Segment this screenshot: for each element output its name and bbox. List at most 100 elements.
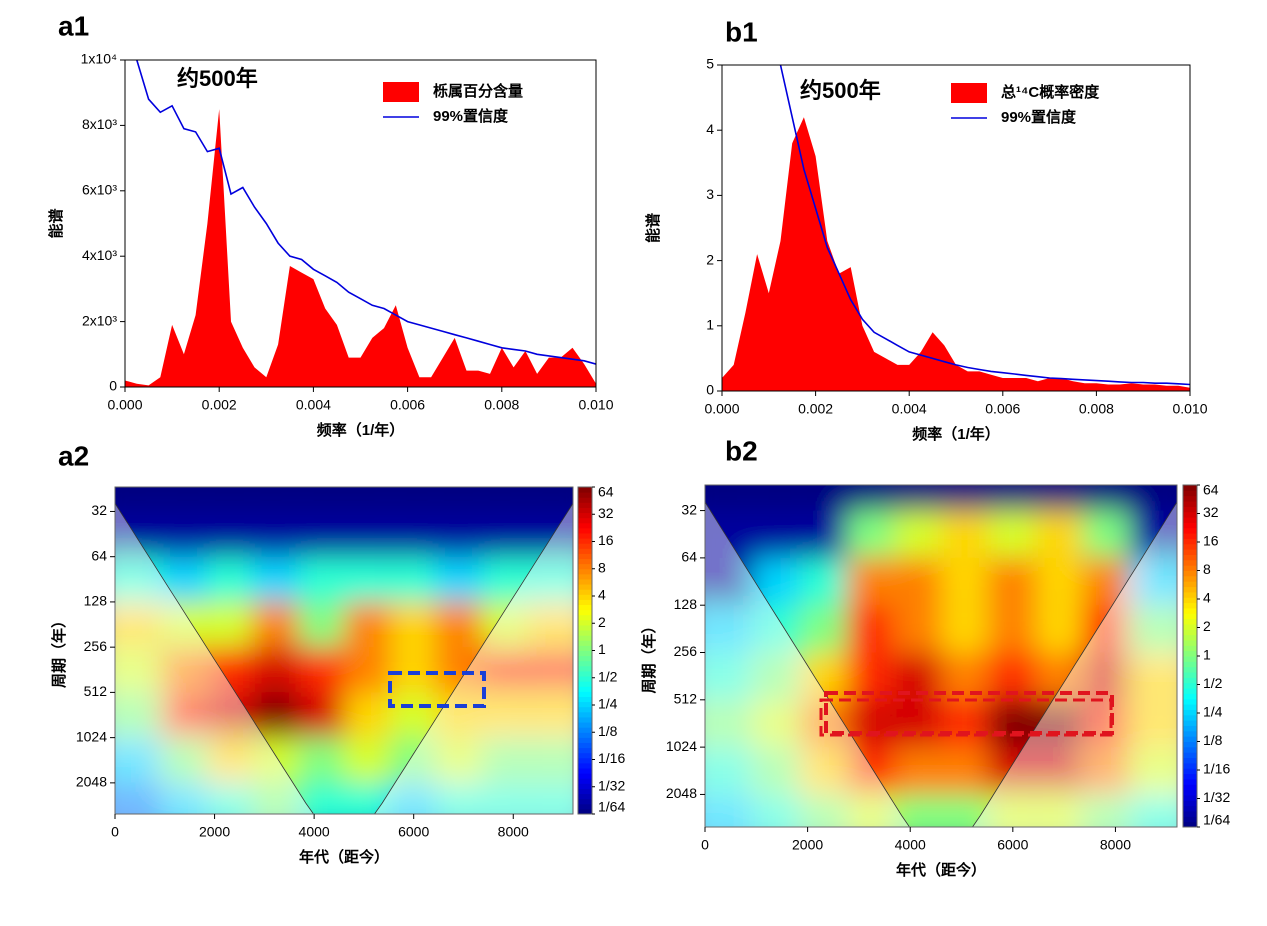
heatmap-cell [941,557,989,606]
plot-area [705,485,1177,827]
heatmap-cell [252,511,299,557]
colorbar-step [1183,543,1197,550]
colorbar-step [1183,527,1197,534]
frame [114,486,574,815]
colorbar-step [578,788,592,795]
colorbar-label: 1 [1203,647,1211,663]
heatmap-cell [206,556,253,602]
colorbar-step [578,762,592,769]
heatmap-cell [893,699,941,748]
heatmap-cell [799,747,847,795]
colorbar-step [578,722,592,728]
colorbar-step [578,716,592,723]
colorbar-step [578,492,592,498]
heatmap-cell [206,511,253,557]
x-axis-title: 年代（距今） [299,848,389,866]
y-tick-label: 32 [91,502,107,518]
heatmap-cell [1129,485,1177,511]
colorbar-label: 64 [598,484,614,500]
cone-of-influence [115,502,573,814]
x-tick-label: 0.006 [985,401,1020,417]
heatmap-cell [160,601,207,648]
heatmap-cell [752,485,800,511]
line [136,60,596,365]
heatmap-cell [893,510,941,558]
y-axis-title: 周期（年） [50,613,68,688]
colorbar-step [578,793,592,800]
colorbar-step [578,614,592,621]
colorbar-step [1183,752,1197,759]
y-tick-label: 32 [681,501,697,517]
heatmap-cell [1129,510,1177,558]
y-tick-label: 128 [674,596,698,612]
heatmap-cell [846,794,894,827]
heatmap-cell [206,647,253,693]
heatmap-cell [160,782,207,814]
colorbar-step [1183,602,1197,609]
colorbar-step [1183,773,1197,780]
colorbar-step [578,594,592,600]
colorbar-label: 64 [1203,482,1219,498]
heatmap-cell [344,487,390,512]
heatmap-cell [941,794,989,827]
colorbar-step [1183,821,1197,828]
heatmap-cell [298,601,344,648]
y-tick-label: 1024 [666,738,697,754]
heatmap-cell [389,737,436,783]
heatmap-cell [527,647,573,693]
colorbar-step [578,578,592,585]
colorbar-step [1183,794,1197,801]
colorbar-step [1183,517,1197,523]
colorbar-step [1183,607,1197,614]
heatmap-cell [481,782,528,814]
colorbar-step [578,711,592,718]
colorbar-step [578,803,592,810]
x-tick-label: 2000 [792,837,823,853]
heatmap-cell [1035,510,1083,558]
heatmap-cell [344,601,390,648]
highlights [388,671,1114,737]
colorbar-label: 1/32 [598,777,625,793]
heatmap-cell [435,487,482,512]
panel: a2 64 32 16 8 4 2 1 1/2 1/4 1/8 1/16 1/32 1/64 0 2000 40… [50,440,625,866]
colorbar-step [1183,618,1197,625]
heatmap-cell [893,605,941,653]
colorbar-step [578,686,592,692]
colorbar-step [1183,768,1197,775]
heatmap-cell [344,782,390,814]
heatmap-cell [298,737,344,783]
colorbar-step [578,619,592,626]
x-tick-label: 6000 [398,824,429,840]
x-tick-label: 0.000 [704,401,739,417]
y-tick-label: 128 [84,593,108,609]
colorbar-step [1183,506,1197,513]
heatmap-cell [988,699,1036,748]
colorbar-step [1183,805,1197,812]
colorbar-step [1183,725,1197,732]
heatmap-cell [1082,485,1130,511]
colorbar-step [1183,549,1197,555]
heatmap-cell [115,601,161,648]
colorbar-label: 1/8 [598,723,618,739]
colorbar-step [1183,629,1197,636]
y-tick-label: 1024 [76,728,107,744]
x-tick-label: 4000 [895,837,926,853]
y-tick-label: 2048 [76,774,107,790]
x-tick-label: 0 [701,837,709,853]
colorbar-step [578,783,592,789]
heatmap-cell [435,601,482,648]
y-tick-label: 2x10³ [82,312,117,328]
colorbar-step [1183,714,1197,721]
colorbar-step [578,604,592,611]
colorbar-step [578,599,592,606]
heatmap-cell [344,692,390,738]
heatmap-cell [988,557,1036,606]
heatmap-cell [799,485,847,511]
x-tick-label: 0.004 [296,397,331,413]
highlight-box [819,698,1113,737]
colorbar-step [578,543,592,549]
colorbar-step [578,727,592,733]
area [722,117,1190,391]
heatmap-cell [298,556,344,602]
heatmap-cell [206,601,253,648]
